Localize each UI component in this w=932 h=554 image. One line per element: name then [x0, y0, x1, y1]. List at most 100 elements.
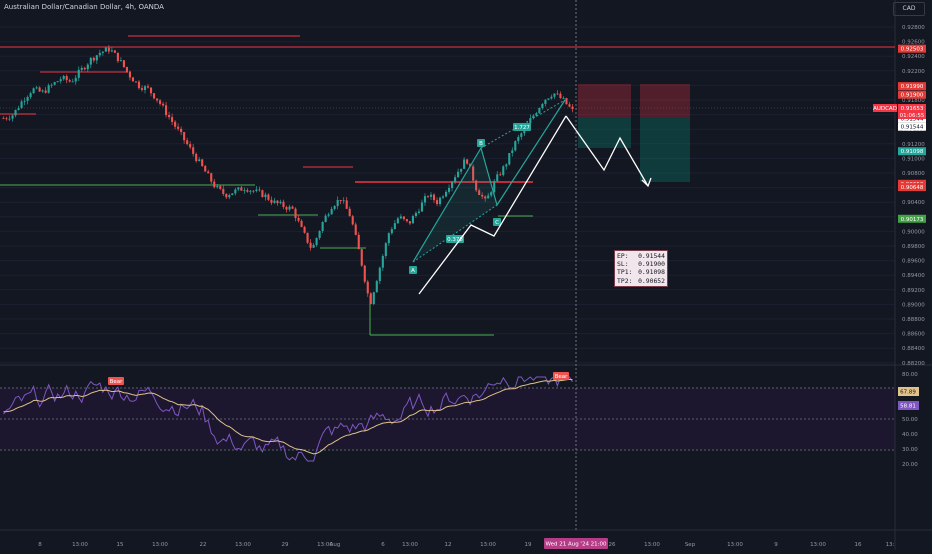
candle-body[interactable]: [189, 144, 192, 148]
candle-body[interactable]: [74, 77, 77, 82]
candle-body[interactable]: [198, 159, 201, 162]
candle-body[interactable]: [547, 98, 550, 100]
candle-body[interactable]: [155, 98, 159, 101]
candle-body[interactable]: [327, 214, 330, 216]
candle-body[interactable]: [568, 104, 571, 107]
candle-body[interactable]: [357, 234, 360, 250]
candle-body[interactable]: [348, 208, 351, 217]
candle-body[interactable]: [210, 173, 213, 182]
candle-body[interactable]: [252, 190, 255, 192]
candle-body[interactable]: [158, 100, 162, 104]
candle-body[interactable]: [294, 208, 297, 218]
candle-body[interactable]: [435, 200, 439, 205]
candle-body[interactable]: [457, 171, 460, 178]
candle-body[interactable]: [152, 93, 156, 99]
candle-body[interactable]: [378, 267, 381, 282]
candle-body[interactable]: [56, 81, 59, 83]
candle-body[interactable]: [387, 233, 390, 244]
candle-body[interactable]: [192, 147, 195, 154]
candle-body[interactable]: [345, 200, 348, 209]
candle-body[interactable]: [246, 190, 249, 192]
candle-body[interactable]: [65, 75, 68, 81]
candle-body[interactable]: [291, 206, 294, 209]
candle-body[interactable]: [472, 166, 475, 181]
stop-loss-zone[interactable]: [578, 84, 631, 117]
candle-body[interactable]: [333, 206, 336, 209]
candle-body[interactable]: [5, 118, 8, 120]
candle-body[interactable]: [423, 196, 427, 203]
candle-body[interactable]: [384, 243, 387, 256]
harmonic-legs[interactable]: [412, 99, 566, 263]
candle-body[interactable]: [107, 47, 110, 52]
candle-body[interactable]: [14, 109, 17, 116]
candle-body[interactable]: [399, 216, 402, 219]
candle-body[interactable]: [86, 64, 89, 70]
candle-body[interactable]: [258, 189, 261, 191]
currency-button[interactable]: CAD: [893, 2, 925, 16]
candle-body[interactable]: [279, 201, 282, 204]
candle-body[interactable]: [140, 88, 144, 90]
candle-body[interactable]: [466, 159, 469, 164]
candle-body[interactable]: [38, 87, 41, 92]
candle-body[interactable]: [201, 159, 204, 167]
candle-body[interactable]: [544, 99, 547, 104]
candle-body[interactable]: [438, 197, 442, 205]
candle-body[interactable]: [59, 79, 62, 82]
candle-body[interactable]: [62, 75, 65, 80]
candle-body[interactable]: [44, 90, 47, 93]
candle-body[interactable]: [41, 90, 44, 92]
candle-body[interactable]: [89, 57, 92, 65]
candle-body[interactable]: [535, 113, 538, 116]
candle-body[interactable]: [270, 199, 273, 203]
candle-body[interactable]: [177, 126, 180, 129]
candle-body[interactable]: [366, 281, 369, 294]
candle-body[interactable]: [448, 187, 451, 192]
candle-body[interactable]: [303, 226, 306, 233]
candle-body[interactable]: [375, 281, 378, 293]
candle-body[interactable]: [35, 87, 38, 89]
candle-body[interactable]: [204, 166, 207, 172]
candle-body[interactable]: [405, 219, 408, 222]
candle-body[interactable]: [231, 193, 234, 196]
candle-body[interactable]: [95, 55, 98, 61]
candle-body[interactable]: [243, 190, 246, 191]
candle-body[interactable]: [125, 66, 128, 72]
candle-body[interactable]: [300, 220, 303, 227]
candle-body[interactable]: [460, 168, 463, 172]
candle-body[interactable]: [565, 98, 568, 105]
candle-body[interactable]: [336, 199, 339, 207]
candle-body[interactable]: [11, 115, 14, 119]
candle-body[interactable]: [249, 190, 252, 192]
candle-body[interactable]: [216, 186, 219, 188]
candle-body[interactable]: [454, 177, 457, 182]
candle-body[interactable]: [29, 93, 32, 98]
candle-body[interactable]: [505, 164, 508, 167]
candle-body[interactable]: [553, 93, 556, 97]
candle-body[interactable]: [116, 52, 119, 62]
candle-body[interactable]: [288, 206, 291, 210]
chart-title[interactable]: Australian Dollar/Canadian Dollar, 4h, O…: [4, 3, 164, 11]
candle-body[interactable]: [131, 77, 135, 82]
candle-body[interactable]: [312, 244, 315, 248]
candle-body[interactable]: [309, 242, 312, 248]
candle-body[interactable]: [532, 115, 535, 119]
rsi-line[interactable]: [3, 376, 573, 462]
candle-body[interactable]: [354, 224, 357, 235]
candle-body[interactable]: [414, 212, 418, 216]
candle-body[interactable]: [183, 132, 186, 141]
candle-body[interactable]: [168, 115, 171, 118]
candle-body[interactable]: [324, 215, 327, 223]
candle-body[interactable]: [451, 181, 454, 188]
candle-body[interactable]: [475, 180, 478, 191]
candle-body[interactable]: [550, 96, 553, 99]
candle-body[interactable]: [571, 106, 574, 110]
candle-body[interactable]: [276, 200, 279, 204]
trade-levels-box[interactable]: EP: 0.91544 SL: 0.91900 TP1: 0.91098 TP2: 0.…: [614, 250, 668, 287]
candle-body[interactable]: [444, 191, 448, 197]
candle-body[interactable]: [426, 196, 430, 197]
candle-body[interactable]: [149, 87, 153, 94]
candle-body[interactable]: [514, 141, 517, 151]
candle-body[interactable]: [493, 181, 496, 193]
candle-body[interactable]: [101, 51, 104, 53]
